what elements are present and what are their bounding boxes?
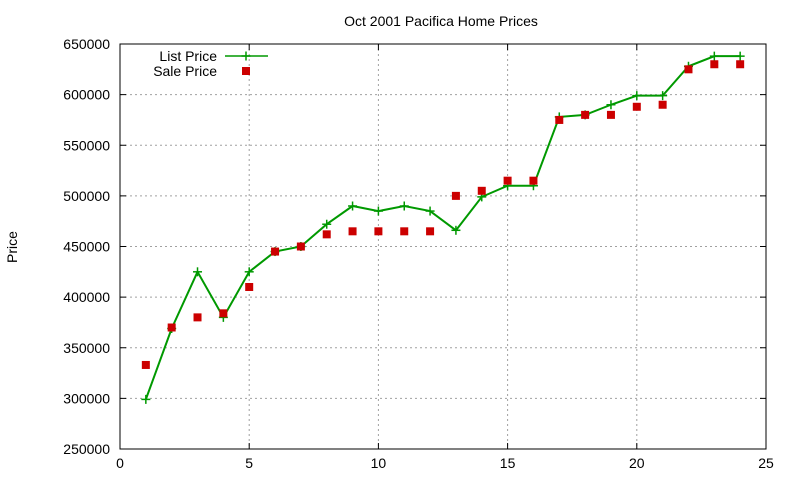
sale-price-point (426, 227, 435, 236)
axes: 0 5 10 15 20 25 250000 300000 350000 400000 450000… (63, 36, 774, 471)
sale-price-point (451, 191, 460, 200)
sale-price-point (193, 313, 202, 322)
y-axis-label: Price (4, 231, 20, 263)
x-tick-label: 5 (245, 455, 253, 471)
y-tick-label: 450000 (63, 239, 110, 255)
x-tick-label: 10 (371, 455, 387, 471)
list-price-point (632, 91, 642, 101)
sale-price-point (141, 360, 150, 369)
legend-label-sale-price: Sale Price (153, 63, 217, 79)
list-price-point (425, 206, 435, 216)
sale-price-point (400, 227, 409, 236)
sale-price-point (710, 60, 719, 69)
sale-price-point (374, 227, 383, 236)
legend-marker-list-price (241, 51, 251, 61)
y-tick-label: 550000 (63, 137, 110, 153)
sale-price-point (167, 323, 176, 332)
sale-price-point (658, 100, 667, 109)
y-tick-label: 650000 (63, 36, 110, 52)
sale-price-point (529, 176, 538, 185)
list-price-point (735, 51, 745, 61)
chart-title: Oct 2001 Pacifica Home Prices (344, 13, 538, 29)
sale-price-point (581, 110, 590, 119)
list-price-point (606, 100, 616, 110)
sale-price-point (245, 283, 254, 291)
list-price-point (348, 201, 358, 211)
legend-swatch-sale-price (242, 67, 250, 75)
series-layer (141, 51, 745, 404)
x-tick-label: 25 (758, 455, 774, 471)
x-tick-label: 20 (629, 455, 645, 471)
list-price-point (141, 394, 151, 404)
y-tick-label: 400000 (63, 289, 110, 305)
x-tick-label: 15 (500, 455, 516, 471)
list-price-point (399, 201, 409, 211)
sale-price-point (606, 110, 615, 119)
sale-price-point (296, 242, 305, 251)
list-price-point (451, 225, 461, 235)
sale-price-point (322, 230, 331, 239)
legend-label-list-price: List Price (159, 48, 217, 64)
y-tick-label: 350000 (63, 340, 110, 356)
sale-price-point (503, 176, 512, 185)
sale-price-point (348, 227, 357, 236)
sale-price-point (477, 186, 486, 195)
legend-list-price-plus (241, 51, 251, 61)
sale-price-point (736, 60, 745, 69)
list-price-point (322, 219, 332, 229)
sale-price-point (219, 309, 228, 318)
grid (120, 44, 766, 449)
sale-price-point (632, 102, 641, 111)
x-tick-label: 0 (116, 455, 124, 471)
list-price-point (709, 51, 719, 61)
y-tick-label: 300000 (63, 390, 110, 406)
y-tick-label: 500000 (63, 188, 110, 204)
list-price-point (658, 91, 668, 101)
sale-price-point (555, 115, 564, 124)
sale-price-point (271, 247, 280, 256)
y-tick-label: 600000 (63, 87, 110, 103)
list-price-point (244, 267, 254, 277)
list-price-point (373, 206, 383, 216)
list-price-point (193, 267, 203, 277)
sale-price-point (684, 65, 693, 74)
y-tick-label: 250000 (63, 441, 110, 457)
legend: List Price Sale Price (153, 48, 268, 79)
